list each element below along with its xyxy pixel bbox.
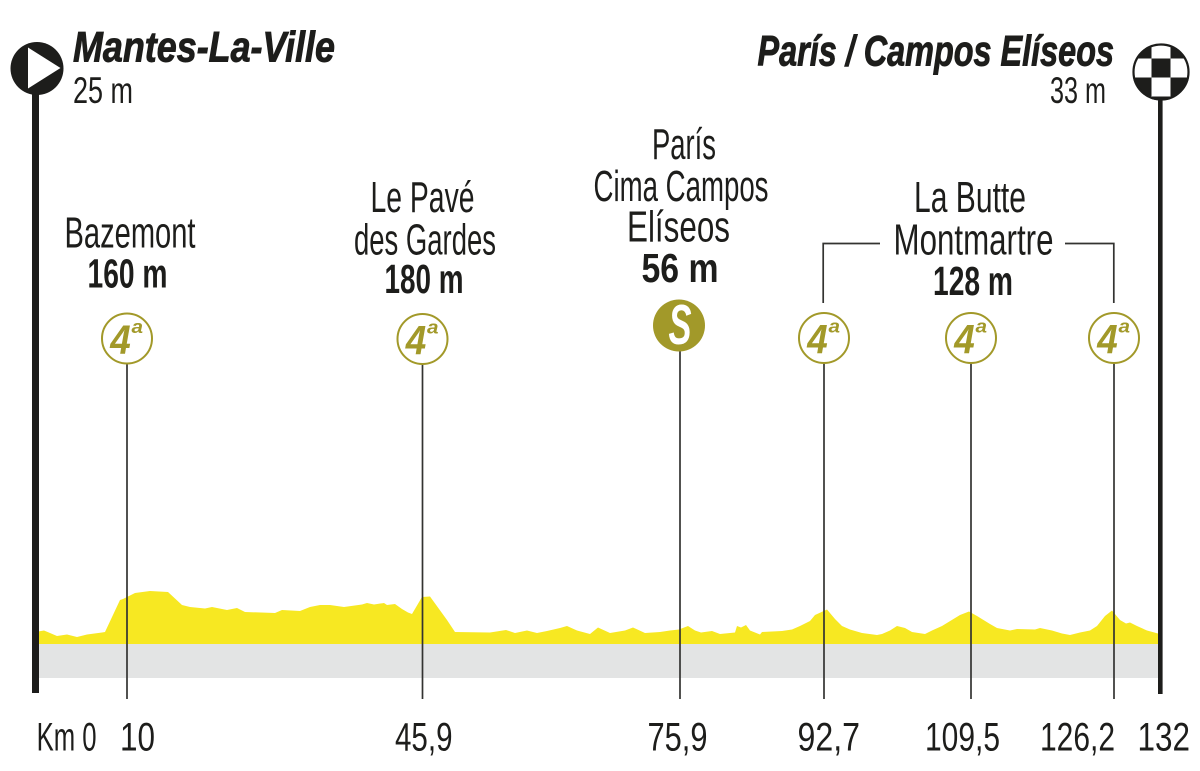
svg-text:109,5: 109,5 [925,716,1000,760]
svg-text:25 m: 25 m [73,69,133,111]
svg-text:Km 0: Km 0 [37,716,97,760]
svg-text:4: 4 [109,317,130,363]
svg-text:92,7: 92,7 [798,716,861,760]
svg-text:Le Pavé: Le Pavé [371,174,475,222]
svg-text:París / Campos Elíseos: París / Campos Elíseos [758,28,1115,76]
svg-text:180 m: 180 m [385,256,464,302]
svg-text:33 m: 33 m [1050,69,1106,111]
svg-text:132: 132 [1138,716,1191,760]
svg-text:a: a [132,316,144,337]
svg-text:La Butte: La Butte [914,174,1026,222]
svg-text:75,9: 75,9 [648,716,708,760]
svg-text:126,2: 126,2 [1040,716,1115,760]
svg-text:45,9: 45,9 [395,716,453,760]
svg-text:des Gardes: des Gardes [354,217,496,265]
svg-text:128 m: 128 m [933,258,1013,304]
svg-text:Cima Campos: Cima Campos [594,163,769,211]
svg-text:160 m: 160 m [88,251,168,297]
svg-text:S: S [669,293,692,357]
svg-text:Mantes-La-Ville: Mantes-La-Ville [73,24,335,72]
svg-text:París: París [652,121,716,169]
svg-text:10: 10 [120,716,155,760]
svg-text:Bazemont: Bazemont [65,210,196,258]
svg-text:Elíseos: Elíseos [627,203,730,251]
svg-text:Montmartre: Montmartre [894,216,1054,264]
svg-text:56 m: 56 m [642,245,719,291]
